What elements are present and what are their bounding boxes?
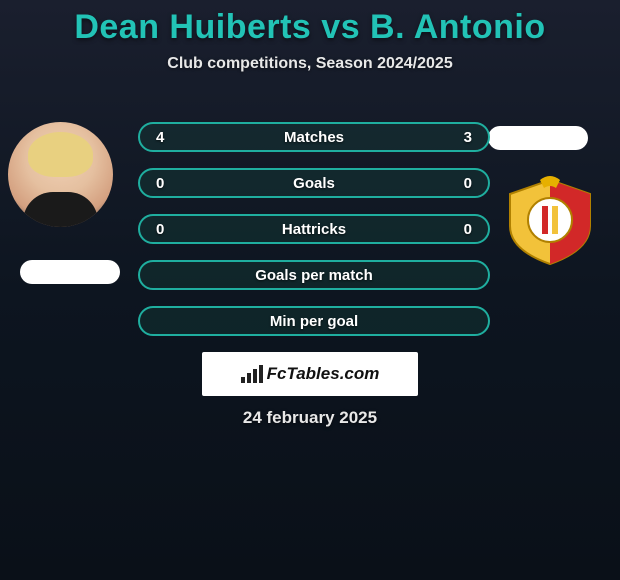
player2-club-badge <box>498 176 602 266</box>
chart-icon <box>241 365 263 383</box>
player2-club-pill <box>488 126 588 150</box>
snapshot-date: 24 february 2025 <box>0 408 620 428</box>
player1-club-pill <box>20 260 120 284</box>
page-subtitle: Club competitions, Season 2024/2025 <box>0 55 620 73</box>
stats-table: 4Matches3 0Goals0 0Hattricks0 Goals per mat… <box>138 122 490 352</box>
brand-logo: FcTables.com <box>202 352 418 396</box>
stat-row: 4Matches3 <box>138 122 490 152</box>
stat-label: Matches <box>140 129 488 146</box>
page-title: Dean Huiberts vs B. Antonio <box>0 0 620 47</box>
stat-row: Goals per match <box>138 260 490 290</box>
stat-row: 0Goals0 <box>138 168 490 198</box>
stat-label: Min per goal <box>140 313 488 330</box>
stat-label: Goals <box>140 175 488 192</box>
stat-label: Goals per match <box>140 267 488 284</box>
stat-label: Hattricks <box>140 221 488 238</box>
player1-photo <box>8 122 113 227</box>
stat-row: 0Hattricks0 <box>138 214 490 244</box>
stat-row: Min per goal <box>138 306 490 336</box>
brand-text: FcTables.com <box>267 364 380 384</box>
